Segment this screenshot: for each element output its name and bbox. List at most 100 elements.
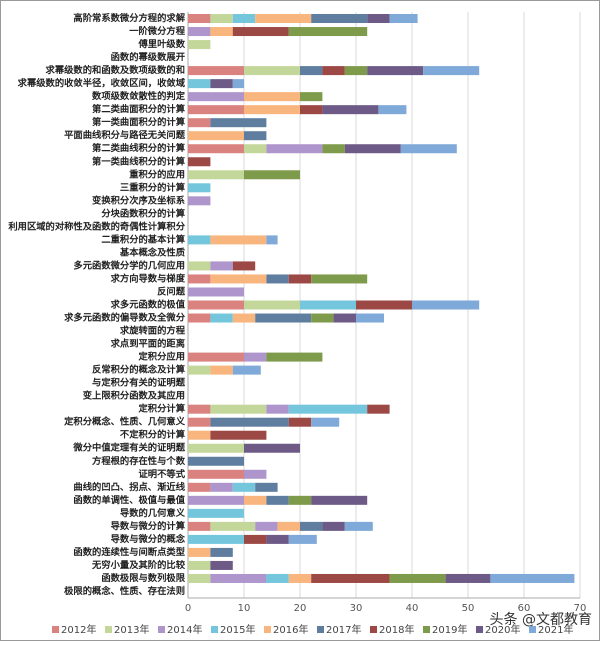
y-tick-label: 第一类曲线积分的计算 [92,155,185,167]
bar-segment [188,508,244,518]
bar-segment [210,118,267,128]
bar-segment [266,274,289,284]
bar-segment [210,430,267,440]
y-tick-label: 导数的几何意义 [120,507,186,519]
bar-segment [244,92,300,102]
bar-segment [210,482,233,492]
legend-swatch [370,626,377,633]
y-tick-label: 曲线的凹凸、拐点、渐近线 [73,481,185,493]
bar-segment [244,131,267,141]
bar-segment [367,14,390,24]
bar-segment [356,313,384,323]
bar-segment [188,534,244,544]
y-tick-label: 求多元函数的极值 [111,299,186,311]
bar-segment [255,521,278,531]
bar-segment [188,469,244,479]
y-tick-label: 定积分计算 [139,403,186,415]
bar-segment [400,144,457,154]
bar-segment [322,66,345,76]
bar-segment [188,235,211,245]
bar-segment [210,14,233,24]
bar-segment [356,300,412,310]
legend-label: 2012年 [61,623,96,636]
bar-segment [188,14,211,24]
bar-segment [210,261,233,271]
bar-segment [210,560,233,570]
bar-segment [188,365,211,375]
legend-swatch [529,626,536,633]
bar-segment [210,27,233,37]
y-tick-label: 求幂级数的和函数及数项级数的和 [46,64,185,76]
bar-segment [244,66,300,76]
bar-segment [244,300,300,310]
y-tick-label: 二重积分的基本计算 [101,233,185,245]
bar-segment [255,14,312,24]
x-tick-label: 40 [406,603,419,614]
bar-segment [188,92,244,102]
bar-segment [188,560,211,570]
bar-segment [255,313,312,323]
y-tick-label: 第一类曲面积分的计算 [92,116,185,128]
bar-segment [210,313,233,323]
legend-swatch [264,626,271,633]
bar-segment [232,482,256,492]
bar-segment [232,313,256,323]
bar-segment [344,144,401,154]
y-tick-label: 高阶常系数微分方程的求解 [73,12,185,24]
legend-label: 2015年 [220,623,255,636]
y-tick-label: 微分中值定理有关的证明题 [72,442,185,454]
y-tick-label: 变换积分次序及坐标系 [92,194,185,206]
bar-segment [188,274,211,284]
bar-segment [266,534,289,544]
bar-segment [188,66,244,76]
legend-label: 2013年 [114,623,149,636]
y-tick-label: 函数的单调性、极值与最值 [73,494,185,506]
legend-label: 2019年 [432,623,467,636]
bar-segment [300,92,323,102]
bar-segment [188,352,244,362]
legend-label: 2018年 [379,623,414,636]
bar-segment [412,300,480,310]
bar-segment [266,235,278,245]
y-tick-label: 三重积分的计算 [120,181,185,193]
x-tick-label: 70 [574,603,587,614]
bar-segment [210,274,267,284]
bar-segment [244,443,300,453]
bar-segment [210,573,267,583]
bar-segment [188,27,211,37]
y-tick-label: 第二类曲线积分的计算 [92,142,185,154]
y-tick-label: 变上限积分函数及其应用 [83,390,185,402]
bar-segment [311,313,334,323]
bar-segment [244,469,267,479]
x-tick-label: 0 [185,603,191,614]
bar-segment [322,144,345,154]
bar-segment [344,521,373,531]
y-tick-label: 无穷小量及其阶的比较 [91,559,186,571]
y-tick-label: 不定积分的计算 [120,429,185,441]
bar-segment [244,495,267,505]
bar-segment [188,417,211,427]
y-tick-label: 一阶微分方程 [129,25,185,37]
bar-segment [188,443,244,453]
y-tick-label: 导数与微分的计算 [111,520,185,532]
bar-segment [288,274,312,284]
x-tick-label: 30 [350,603,363,614]
bar-segment [300,521,323,531]
y-tick-label: 求幂级数的收敛半径，收敛区间，收敛域 [18,77,186,89]
bar-segment [188,456,244,466]
bar-segment [232,79,244,89]
bar-segment [188,183,211,193]
bar-segment [266,404,289,414]
bar-segment [389,573,446,583]
bar-segment [389,14,418,24]
y-tick-label: 利用区域的对称性及函数的奇偶性计算积分 [8,220,185,232]
bar-segment [266,573,289,583]
y-tick-label: 定积分概念、性质、几何意义 [64,416,186,428]
bar-segment [288,417,312,427]
legend-swatch [317,626,324,633]
legend-swatch [158,626,165,633]
y-tick-label: 分块函数积分的计算 [101,207,185,219]
x-tick-label: 10 [238,603,251,614]
y-tick-label: 函数极限与数列极限 [101,572,185,584]
